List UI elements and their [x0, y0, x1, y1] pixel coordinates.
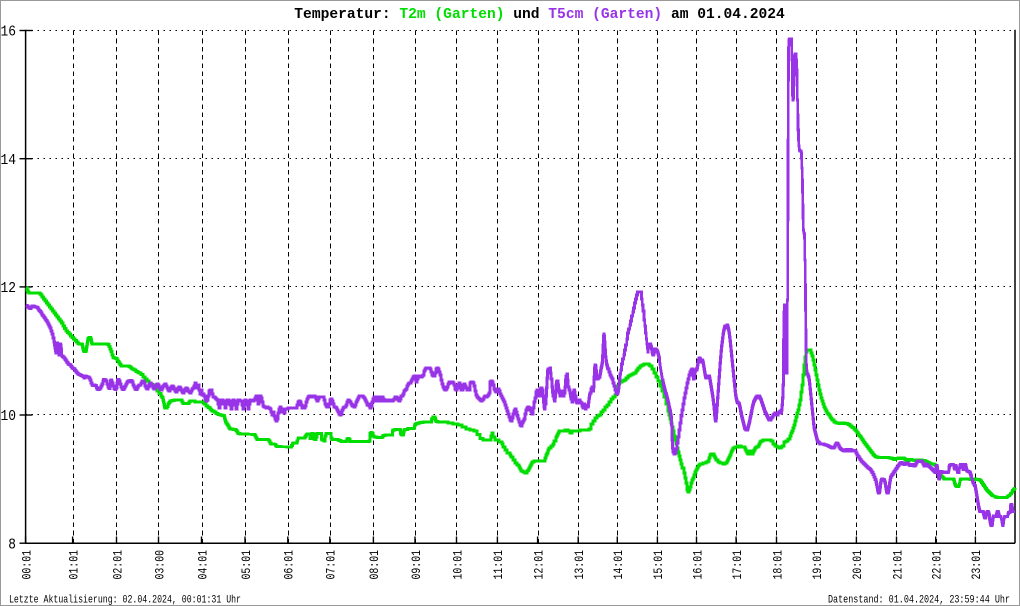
svg-text:09:01: 09:01 — [409, 550, 424, 580]
svg-text:02:01: 02:01 — [110, 550, 125, 580]
svg-text:01:01: 01:01 — [66, 550, 81, 580]
svg-text:19:01: 19:01 — [810, 550, 825, 580]
svg-text:16:01: 16:01 — [690, 550, 705, 580]
svg-text:13:01: 13:01 — [572, 550, 587, 580]
svg-text:20:01: 20:01 — [850, 550, 865, 580]
svg-text:08:01: 08:01 — [367, 550, 382, 580]
svg-text:00:01: 00:01 — [19, 550, 34, 580]
svg-text:12:01: 12:01 — [531, 550, 546, 580]
svg-text:am 01.04.2024: am 01.04.2024 — [662, 7, 785, 23]
svg-text:T2m (Garten): T2m (Garten) — [399, 7, 504, 23]
svg-text:11:01: 11:01 — [491, 550, 506, 580]
svg-text:18:01: 18:01 — [770, 550, 785, 580]
svg-text:Datenstand: 01.04.2024, 23:59:: Datenstand: 01.04.2024, 23:59:44 Uhr — [828, 595, 1010, 606]
svg-text:22:01: 22:01 — [930, 550, 945, 580]
svg-text:21:01: 21:01 — [890, 550, 905, 580]
svg-text:07:01: 07:01 — [324, 550, 339, 580]
svg-text:T5cm (Garten): T5cm (Garten) — [548, 7, 662, 23]
svg-text:10:01: 10:01 — [450, 550, 465, 580]
svg-text:Temperatur:: Temperatur: — [294, 7, 399, 23]
svg-text:14: 14 — [1, 153, 17, 169]
svg-text:und: und — [505, 7, 549, 23]
svg-text:23:01: 23:01 — [969, 550, 984, 580]
svg-text:Letzte Aktualisierung: 02.04.2: Letzte Aktualisierung: 02.04.2024, 00:01… — [9, 595, 241, 606]
svg-text:12: 12 — [1, 281, 17, 297]
svg-text:04:01: 04:01 — [195, 550, 210, 580]
svg-text:14:01: 14:01 — [611, 550, 626, 580]
svg-text:10: 10 — [1, 409, 17, 425]
svg-text:8: 8 — [8, 537, 16, 553]
svg-text:17:01: 17:01 — [730, 550, 745, 580]
svg-text:05:01: 05:01 — [239, 550, 254, 580]
svg-text:15:01: 15:01 — [651, 550, 666, 580]
svg-text:03:00: 03:00 — [152, 550, 167, 580]
svg-text:06:01: 06:01 — [282, 550, 297, 580]
svg-text:16: 16 — [1, 25, 17, 41]
